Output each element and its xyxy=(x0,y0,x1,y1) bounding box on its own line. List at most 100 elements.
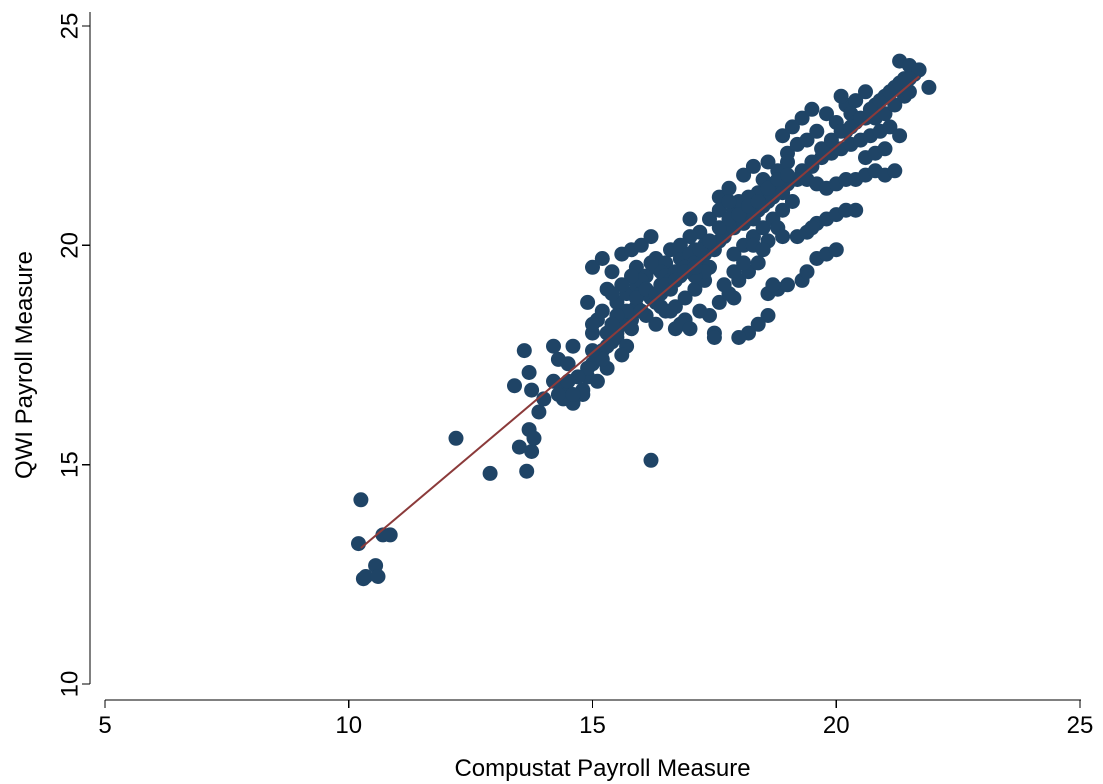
scatter-point xyxy=(589,373,605,389)
scatter-point xyxy=(877,141,893,157)
scatter-point xyxy=(482,465,498,481)
scatter-point xyxy=(511,439,527,455)
scatter-point xyxy=(580,360,596,376)
scatter-point xyxy=(560,373,576,389)
scatter-point xyxy=(848,202,864,218)
scatter-point xyxy=(750,194,766,209)
scatter-point xyxy=(775,202,791,218)
scatter-point xyxy=(624,321,639,337)
scatter-point xyxy=(721,180,737,196)
scatter-point xyxy=(911,62,927,78)
scatter-point xyxy=(358,569,374,584)
scatter-point xyxy=(507,378,522,394)
scatter-point xyxy=(594,351,610,367)
scatter-point xyxy=(667,272,683,288)
y-axis-label: QWI Payroll Measure xyxy=(11,251,38,479)
scatter-point xyxy=(519,463,535,479)
scatter-point xyxy=(760,154,776,170)
scatter-point xyxy=(565,338,581,354)
scatter-point xyxy=(516,343,532,359)
scatter-point xyxy=(692,303,708,319)
scatter-point xyxy=(614,277,630,293)
scatter-point xyxy=(780,154,795,170)
scatter-point xyxy=(819,106,834,122)
scatter-point xyxy=(804,220,820,236)
scatter-point xyxy=(775,229,791,245)
scatter-point xyxy=(526,430,542,446)
scatter-point xyxy=(524,444,540,459)
scatter-point xyxy=(804,154,820,170)
scatter-point xyxy=(546,373,561,389)
scatter-point xyxy=(823,132,839,148)
scatter-point xyxy=(524,382,540,398)
scatter-point xyxy=(799,132,815,148)
scatter-point xyxy=(877,106,893,122)
y-axis-ticks: 10 15 20 25 xyxy=(57,13,90,698)
scatter-point xyxy=(648,286,664,302)
scatter-point xyxy=(892,128,908,144)
scatter-point xyxy=(580,294,596,310)
scatter-point xyxy=(833,88,849,104)
scatter-point xyxy=(765,277,781,293)
scatter-point xyxy=(809,123,825,139)
x-tick-label: 5 xyxy=(98,712,111,739)
scatter-point xyxy=(536,391,552,407)
scatter-point xyxy=(594,303,610,319)
scatter-point xyxy=(448,430,464,446)
scatter-point xyxy=(775,128,791,144)
scatter-point xyxy=(692,242,708,258)
scatter-point xyxy=(633,237,649,253)
scatter-point xyxy=(745,211,761,227)
scatter-point xyxy=(711,294,727,310)
scatter-point xyxy=(760,180,776,196)
scatter-point xyxy=(858,84,873,100)
scatter-point xyxy=(594,251,610,266)
scatter-point xyxy=(546,338,561,354)
scatter-point xyxy=(814,141,830,157)
scatter-point xyxy=(887,163,903,179)
scatter-point xyxy=(550,387,566,402)
scatter-point xyxy=(750,316,766,332)
scatter-point xyxy=(643,229,659,245)
scatter-point xyxy=(565,387,581,402)
x-tick-label: 25 xyxy=(1067,712,1094,739)
scatter-point xyxy=(370,569,386,584)
scatter-point xyxy=(794,163,810,179)
scatter-point xyxy=(760,308,776,323)
scatter-points xyxy=(351,53,937,587)
scatter-point xyxy=(780,277,795,293)
scatter-point xyxy=(755,242,771,258)
scatter-point xyxy=(736,255,752,271)
scatter-point xyxy=(648,316,664,332)
scatter-point xyxy=(682,321,698,337)
scatter-point xyxy=(702,211,717,227)
scatter-point xyxy=(711,220,727,236)
y-tick-label: 15 xyxy=(57,451,84,478)
scatter-point xyxy=(560,356,576,372)
scatter-point xyxy=(872,93,888,109)
scatter-point xyxy=(672,237,688,253)
scatter-point xyxy=(716,277,732,293)
x-axis-label: Compustat Payroll Measure xyxy=(454,755,750,782)
scatter-point xyxy=(628,290,644,306)
scatter-point xyxy=(731,330,747,345)
scatter-point xyxy=(848,93,864,109)
scatter-point xyxy=(677,290,693,306)
x-tick-label: 10 xyxy=(335,712,362,739)
fit-line xyxy=(360,75,920,549)
scatter-point xyxy=(882,119,898,135)
scatter-point xyxy=(687,281,703,297)
scatter-point xyxy=(745,158,761,174)
scatter-point xyxy=(682,211,698,227)
scatter-point xyxy=(721,194,737,209)
scatter-point xyxy=(750,255,766,271)
scatter-point xyxy=(784,194,800,209)
y-tick-label: 10 xyxy=(57,671,84,698)
scatter-point xyxy=(711,202,727,218)
scatter-point xyxy=(531,404,547,420)
scatter-point xyxy=(780,167,795,183)
scatter-point xyxy=(799,264,815,280)
scatter-point xyxy=(706,330,722,345)
scatter-point xyxy=(604,286,620,302)
